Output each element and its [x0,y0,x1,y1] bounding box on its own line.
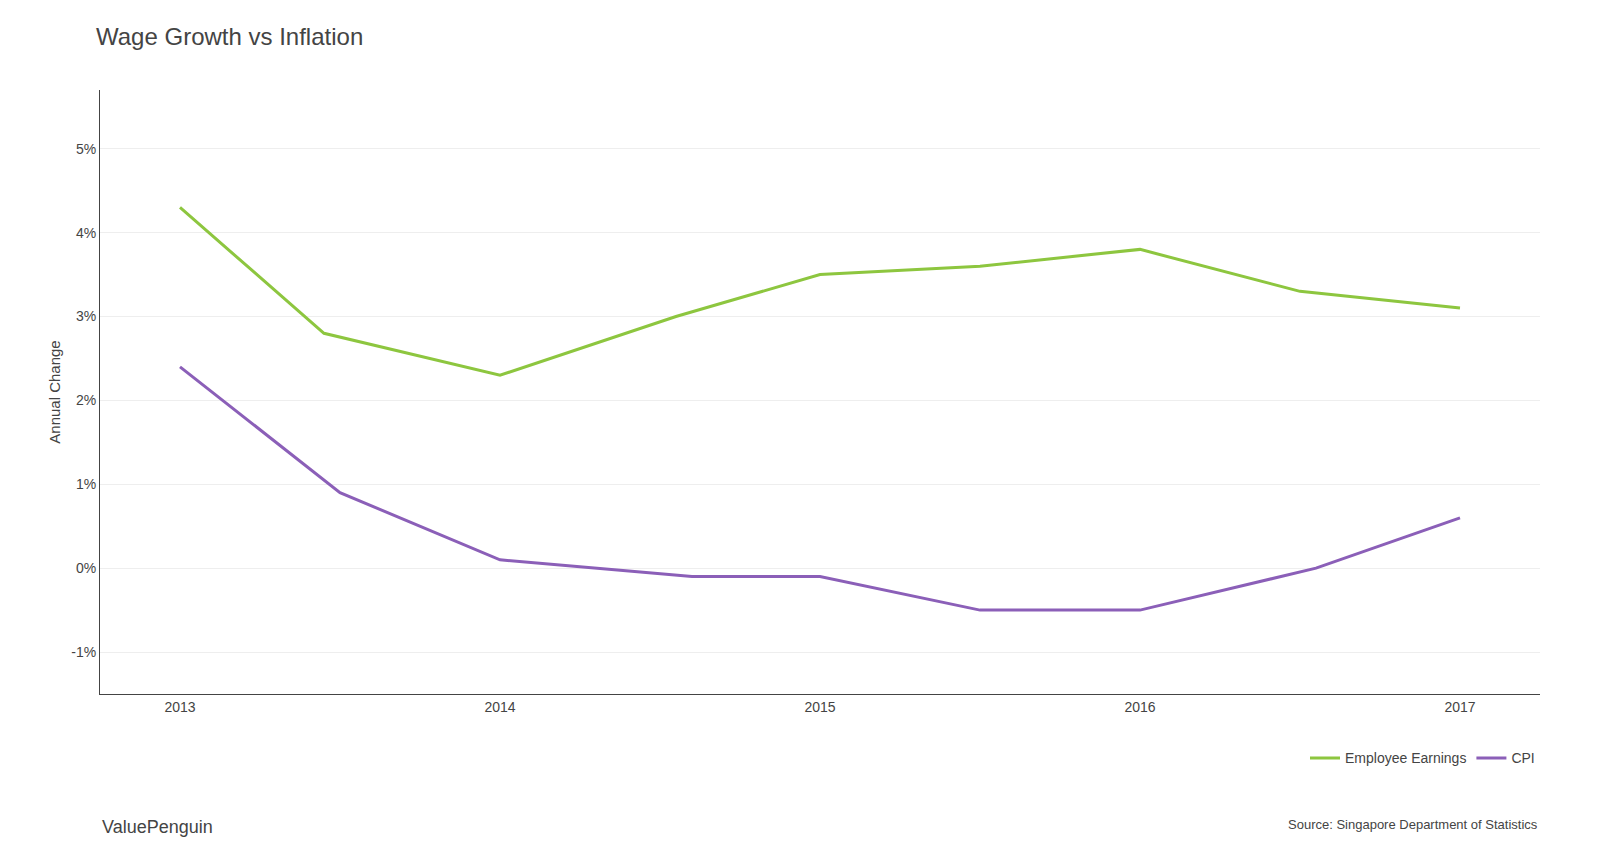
svg-text:Source: Singapore Department o: Source: Singapore Department of Statisti… [1288,817,1538,832]
svg-text:Annual Change: Annual Change [46,340,63,443]
svg-text:1%: 1% [76,476,96,492]
svg-text:3%: 3% [76,308,96,324]
svg-text:4%: 4% [76,225,96,241]
svg-text:5%: 5% [76,141,96,157]
svg-text:2%: 2% [76,392,96,408]
svg-text:Employee Earnings: Employee Earnings [1345,750,1466,766]
svg-text:-1%: -1% [71,644,96,660]
svg-text:ValuePenguin: ValuePenguin [102,817,213,837]
svg-text:Wage Growth vs Inflation: Wage Growth vs Inflation [96,23,363,50]
svg-text:2014: 2014 [484,699,515,715]
svg-text:2015: 2015 [804,699,835,715]
svg-text:CPI: CPI [1511,750,1534,766]
svg-text:2016: 2016 [1124,699,1155,715]
svg-text:2013: 2013 [164,699,195,715]
svg-text:2017: 2017 [1444,699,1475,715]
svg-text:0%: 0% [76,560,96,576]
